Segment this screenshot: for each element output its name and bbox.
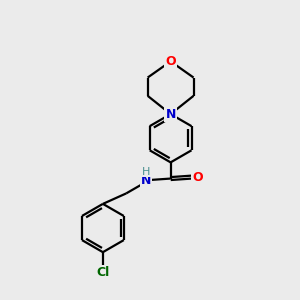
Text: O: O [192, 171, 203, 184]
Text: N: N [165, 108, 176, 121]
Text: H: H [142, 167, 150, 177]
Text: O: O [165, 55, 176, 68]
Text: N: N [141, 173, 151, 187]
Text: Cl: Cl [96, 266, 110, 279]
